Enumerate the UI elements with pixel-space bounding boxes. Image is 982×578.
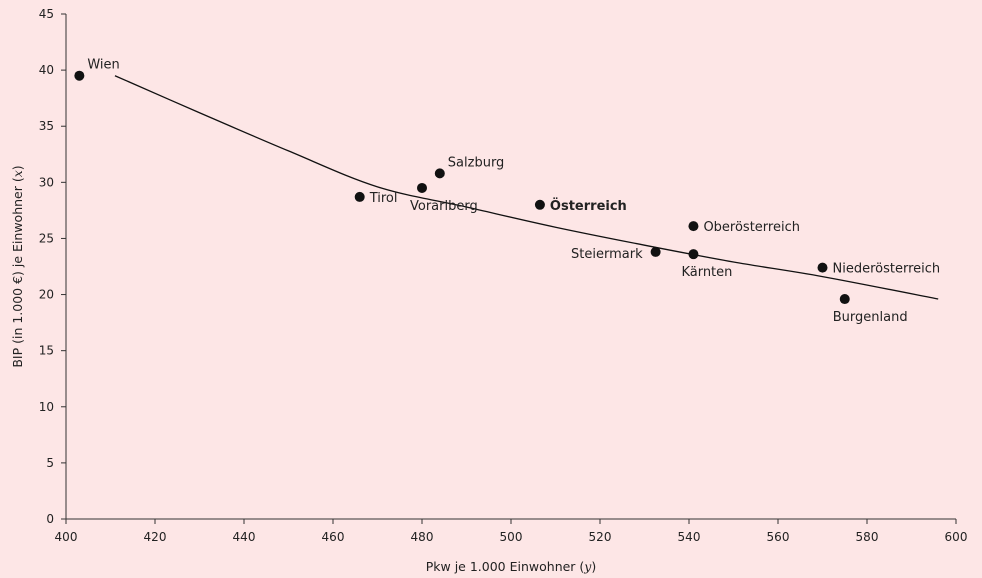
data-point	[650, 246, 661, 257]
x-tick-label: 540	[678, 530, 701, 544]
data-point-label: Niederösterreich	[833, 262, 941, 277]
x-tick-label: 600	[945, 530, 968, 544]
x-axis-title: Pkw je 1.000 Einwohner (y)	[426, 559, 597, 574]
y-tick-label: 30	[39, 175, 54, 189]
y-tick-label: 40	[39, 63, 54, 77]
data-point-label: Burgenland	[833, 310, 908, 325]
y-tick-label: 5	[46, 456, 54, 470]
data-point	[417, 182, 427, 193]
y-tick-label: 45	[39, 7, 54, 21]
x-tick-label: 560	[767, 530, 790, 544]
y-tick-label: 15	[39, 344, 54, 358]
x-tick-label: 500	[500, 530, 523, 544]
x-tick-label: 440	[233, 530, 256, 544]
data-point	[74, 70, 85, 81]
data-point	[817, 262, 828, 273]
trendline	[114, 75, 939, 300]
data-point	[688, 249, 699, 260]
data-points: Wien Tirol Vorarlberg Salzburg Österreich Ste…	[74, 58, 940, 325]
data-point	[434, 168, 445, 179]
data-point	[354, 191, 365, 202]
y-axis-title: BIP (in 1.000 €) je Einwohner (x)	[10, 165, 25, 367]
data-point-label: Salzburg	[448, 155, 505, 170]
y-tick-label: 0	[46, 512, 54, 526]
data-point	[534, 199, 545, 210]
data-point-label: Oberösterreich	[703, 220, 800, 235]
data-point	[688, 221, 699, 232]
y-tick-label: 20	[39, 288, 54, 302]
data-point-label: Steiermark	[571, 247, 643, 262]
x-tick-label: 480	[411, 530, 434, 544]
x-tick-label: 520	[589, 530, 612, 544]
x-tick-label: 420	[144, 530, 167, 544]
data-point-label: Tirol	[369, 191, 398, 206]
data-point-label: Kärnten	[681, 265, 732, 280]
axes: 400 420 440 460 480 500 520 540 560 580 600 0 5 10 15 2…	[39, 7, 968, 544]
x-tick-label: 460	[322, 530, 345, 544]
data-point-label: Österreich	[550, 198, 627, 214]
x-tick-label: 580	[856, 530, 879, 544]
x-tick-label: 400	[55, 530, 78, 544]
data-point-label: Vorarlberg	[410, 199, 478, 214]
y-tick-label: 35	[39, 119, 54, 133]
data-point	[839, 294, 850, 305]
data-point-label: Wien	[87, 58, 119, 73]
y-tick-label: 25	[39, 231, 54, 245]
y-tick-label: 10	[39, 400, 54, 414]
